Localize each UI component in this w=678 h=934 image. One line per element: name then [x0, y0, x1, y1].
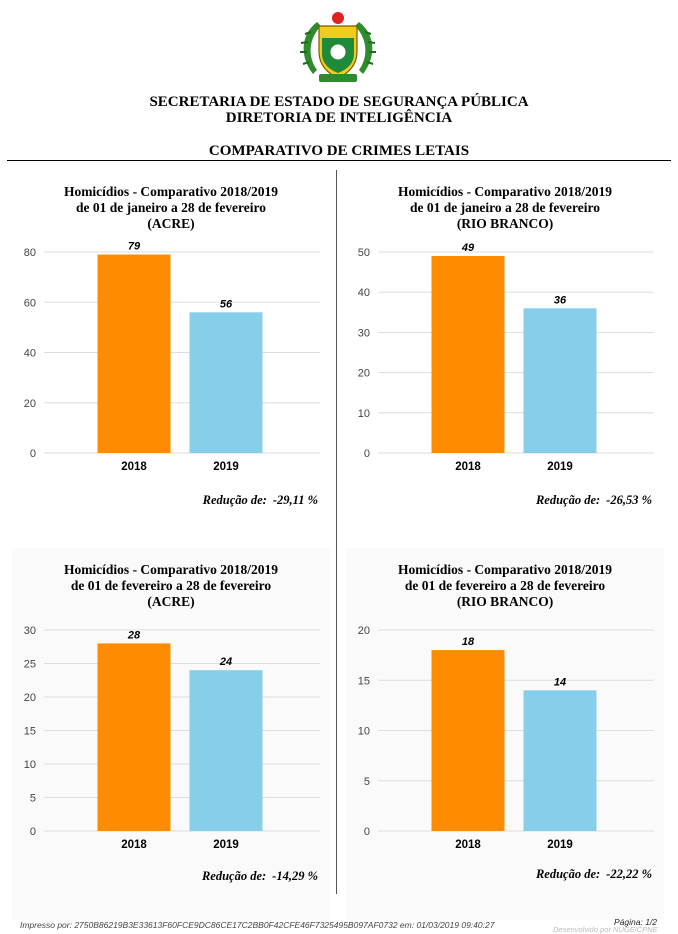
chart-panel-feb-rio-branco: Homicídios - Comparativo 2018/2019 de 01… — [346, 548, 664, 920]
y-tick-label: 30 — [24, 625, 36, 637]
vertical-divider — [336, 170, 337, 894]
y-tick-label: 0 — [30, 826, 36, 838]
bar-2019 — [523, 690, 597, 831]
chart-title: Homicídios - Comparativo 2018/2019 — [63, 184, 279, 199]
y-tick-label: 25 — [24, 659, 36, 671]
crest-laurel-right — [355, 22, 376, 74]
page-number: Página: 1/2 — [614, 917, 658, 927]
bar-2019 — [189, 670, 263, 831]
chart-title: Homicídios - Comparativo 2018/2019 — [397, 184, 613, 199]
reduction-stat: Redução de: -26,53 % — [536, 493, 652, 508]
y-tick-label: 5 — [30, 793, 36, 805]
chart-panel-jan-feb-acre: Homicídios - Comparativo 2018/2019 de 01… — [12, 170, 330, 542]
state-coat-of-arms-logo — [300, 12, 376, 82]
chart-panel-feb-acre: Homicídios - Comparativo 2018/2019 de 01… — [12, 548, 330, 920]
bar-chart: 0 5 10 15 20 25 30 28 2018 24 2019 — [24, 625, 320, 851]
reduction-label: Redução de: — [202, 493, 267, 507]
y-tick-label: 0 — [364, 826, 370, 838]
header-divider — [7, 160, 671, 161]
reduction-value: -29,11 % — [272, 493, 318, 507]
y-tick-label: 15 — [358, 675, 370, 687]
x-tick-label: 2019 — [547, 839, 573, 851]
data-label: 49 — [461, 242, 475, 254]
reduction-stat: Redução de: -29,11 % — [203, 493, 318, 508]
chart-subtitle: de 01 de fevereiro a 28 de fevereiro — [404, 578, 606, 593]
y-tick-label: 5 — [364, 776, 370, 788]
x-tick-label: 2018 — [455, 461, 481, 473]
y-tick-label: 20 — [24, 398, 36, 410]
y-tick-label: 50 — [358, 247, 370, 259]
chart-subtitle: de 01 de fevereiro a 28 de fevereiro — [70, 578, 272, 593]
y-tick-label: 0 — [30, 448, 36, 460]
data-label: 28 — [127, 629, 141, 641]
y-tick-label: 20 — [358, 625, 370, 637]
org-name: SECRETARIA DE ESTADO DE SEGURANÇA PÚBLIC… — [149, 94, 529, 110]
data-label: 24 — [219, 656, 232, 668]
developer-credit: Desenvolvido por NUGE/CPNE — [553, 925, 658, 934]
x-tick-label: 2019 — [213, 461, 239, 473]
bar-2018 — [97, 254, 171, 453]
crest-star — [332, 12, 344, 24]
bar-chart: 0 20 40 60 80 79 2018 56 2019 — [24, 241, 320, 473]
x-tick-label: 2019 — [213, 839, 239, 851]
bar-2019 — [189, 312, 263, 453]
bar-2019 — [523, 308, 597, 453]
bar-2018 — [431, 256, 505, 453]
y-tick-label: 60 — [24, 297, 36, 309]
chart-region: (RIO BRANCO) — [456, 216, 554, 231]
y-tick-label: 40 — [24, 348, 36, 360]
reduction-stat: Redução de: -22,22 % — [536, 867, 652, 882]
y-tick-label: 80 — [24, 247, 36, 259]
data-label: 56 — [220, 298, 233, 310]
reduction-value: -26,53 % — [606, 493, 652, 507]
chart-panel-jan-feb-rio-branco: Homicídios - Comparativo 2018/2019 de 01… — [346, 170, 664, 542]
report-title: COMPARATIVO DE CRIMES LETAIS — [208, 143, 470, 159]
y-tick-label: 0 — [364, 448, 370, 460]
reduction-stat: Redução de: -14,29 % — [202, 869, 318, 884]
data-label: 79 — [128, 241, 141, 253]
chart-subtitle: de 01 de janeiro a 28 de fevereiro — [75, 200, 267, 215]
x-tick-label: 2018 — [121, 461, 147, 473]
reduction-label: Redução de: — [535, 867, 601, 881]
data-label: 36 — [554, 294, 567, 306]
reduction-value: -22,22 % — [606, 867, 652, 881]
print-info: Impresso por: 2750B86219B3E33613F60FCE9D… — [20, 920, 495, 930]
y-tick-label: 10 — [358, 408, 370, 420]
y-tick-label: 10 — [358, 726, 370, 738]
chart-title: Homicídios - Comparativo 2018/2019 — [397, 562, 613, 577]
chart-region: (RIO BRANCO) — [456, 594, 554, 609]
x-tick-label: 2019 — [547, 461, 573, 473]
bar-2018 — [431, 650, 505, 831]
reduction-label: Redução de: — [535, 493, 601, 507]
y-tick-label: 20 — [358, 368, 370, 380]
chart-subtitle: de 01 de janeiro a 28 de fevereiro — [409, 200, 601, 215]
x-tick-label: 2018 — [121, 839, 147, 851]
y-tick-label: 10 — [24, 759, 36, 771]
data-label: 18 — [462, 636, 475, 648]
reduction-value: -14,29 % — [272, 869, 318, 883]
crest-laurel-left — [300, 22, 321, 74]
bar-2018 — [97, 643, 171, 831]
chart-title: Homicídios - Comparativo 2018/2019 — [63, 562, 279, 577]
chart-region: (ACRE) — [147, 594, 195, 609]
x-tick-label: 2018 — [455, 839, 481, 851]
y-tick-label: 40 — [358, 287, 370, 299]
department-name: DIRETORIA DE INTELIGÊNCIA — [225, 110, 453, 126]
y-tick-label: 20 — [24, 692, 36, 704]
reduction-label: Redução de: — [201, 869, 267, 883]
chart-region: (ACRE) — [147, 216, 195, 231]
data-label: 14 — [554, 676, 566, 688]
bar-chart: 0 10 20 30 40 50 49 2018 36 2019 — [358, 242, 654, 473]
y-tick-label: 15 — [24, 726, 36, 738]
y-tick-label: 30 — [358, 327, 370, 339]
